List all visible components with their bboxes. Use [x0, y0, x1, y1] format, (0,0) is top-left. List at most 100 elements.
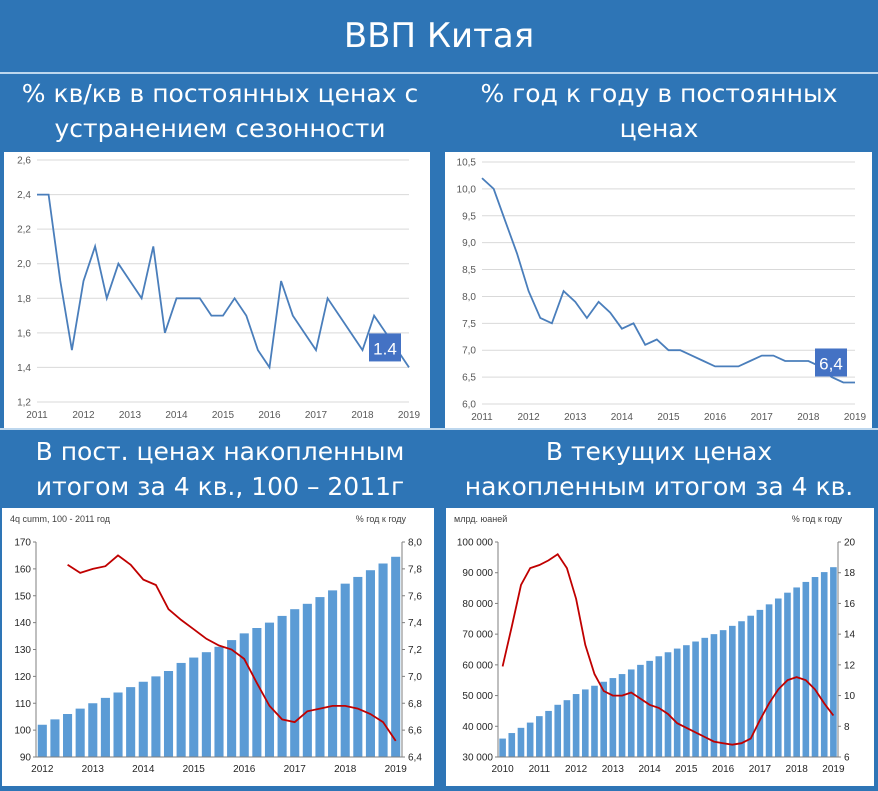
- panel-1-heading-line: % кв/кв в постоянных ценах с: [21, 79, 419, 108]
- x-tick-label: 2017: [751, 412, 774, 423]
- bar: [176, 662, 186, 757]
- data-point: [81, 279, 86, 284]
- y-tick-label: 2,2: [17, 225, 31, 236]
- data-point: [794, 358, 799, 363]
- bar: [75, 708, 85, 757]
- y-tick-label: 6,0: [462, 400, 476, 411]
- chart-panel-4: млрд. юаней % год к году 30 000 40 000 50 00…: [446, 508, 874, 786]
- data-point: [611, 694, 615, 698]
- middle-divider: [0, 428, 878, 430]
- data-point: [325, 296, 330, 301]
- y-tick-label: 100: [14, 726, 31, 737]
- data-point: [242, 657, 246, 661]
- bar: [126, 687, 136, 757]
- data-point: [547, 558, 551, 562]
- bar: [290, 609, 300, 757]
- bar: [545, 710, 552, 757]
- y-tick-label: 2,4: [17, 190, 31, 201]
- panel-2-heading-line: ценах: [619, 114, 699, 143]
- bar: [747, 615, 755, 757]
- panel-1-heading: % кв/кв в постоянных ценах с устранением…: [0, 76, 440, 146]
- y-tick-label: 160: [14, 564, 31, 575]
- bar: [784, 592, 791, 757]
- bar: [572, 694, 580, 757]
- data-point: [608, 310, 613, 315]
- chart-4-svg: млрд. юаней % год к году 30 000 40 000 50 00…: [454, 514, 856, 775]
- bar: [600, 681, 607, 757]
- x-tick-label: 2017: [305, 410, 328, 421]
- y2-tick-label: 10: [844, 691, 856, 702]
- data-point: [631, 321, 636, 326]
- data-point: [151, 244, 156, 249]
- x-tick-label: 2018: [334, 764, 357, 775]
- bar: [627, 669, 635, 757]
- data-point: [804, 678, 808, 682]
- x-tick-label: 2019: [398, 410, 421, 421]
- page-title: ВВП Китая: [343, 16, 535, 56]
- bar: [793, 587, 800, 757]
- data-point: [771, 353, 776, 358]
- data-point: [657, 706, 661, 710]
- data-point: [179, 618, 183, 622]
- y-tick-label: 110: [15, 699, 31, 710]
- data-point: [556, 552, 560, 556]
- y-tick-label: 10,0: [457, 184, 477, 195]
- data-point: [758, 718, 762, 722]
- data-point: [648, 703, 652, 707]
- last-value-label: 1.4: [373, 339, 397, 358]
- last-value-box: [369, 333, 401, 362]
- data-point: [217, 643, 221, 647]
- last-value-label: 6,4: [819, 354, 843, 373]
- y-tick-label: 7,5: [462, 319, 476, 330]
- bar: [100, 697, 110, 757]
- panel-4-heading: В текущих ценах накопленным итогом за 4 …: [440, 434, 878, 504]
- bar: [664, 652, 672, 757]
- bar: [508, 733, 516, 757]
- data-point: [69, 348, 74, 353]
- right-axis-title: % год к году: [356, 514, 407, 524]
- data-point: [197, 296, 202, 301]
- y-tick-label: 30 000: [462, 753, 493, 764]
- bar: [88, 703, 98, 757]
- y2-tick-label: 6,4: [408, 753, 422, 764]
- bar: [163, 671, 174, 757]
- data-point: [584, 315, 589, 320]
- bar: [811, 577, 819, 757]
- data-point: [480, 176, 485, 181]
- y-tick-label: 1,6: [17, 328, 31, 339]
- x-tick-label: 2011: [529, 764, 551, 775]
- data-point: [372, 313, 377, 318]
- data-point: [174, 296, 179, 301]
- y-tick-label: 60 000: [462, 660, 493, 671]
- x-tick-label: 2019: [844, 412, 867, 423]
- y-tick-label: 1,2: [17, 398, 31, 409]
- data-point: [583, 643, 587, 647]
- series-line-growth: [501, 553, 835, 746]
- data-point: [267, 704, 271, 708]
- data-point: [749, 737, 753, 741]
- data-point: [561, 289, 566, 294]
- x-tick-label: 2013: [119, 410, 142, 421]
- bar: [683, 645, 690, 757]
- data-point: [331, 704, 335, 708]
- bar: [581, 689, 589, 757]
- data-point: [596, 299, 601, 304]
- data-point: [806, 358, 811, 363]
- bar: [302, 603, 312, 757]
- x-tick-label: 2013: [82, 764, 105, 775]
- data-point: [255, 681, 259, 685]
- data-point: [35, 192, 40, 197]
- x-tick-label: 2018: [786, 764, 809, 775]
- data-point: [519, 583, 523, 587]
- data-point: [675, 721, 679, 725]
- data-point: [128, 279, 133, 284]
- series-line: [37, 193, 410, 370]
- y2-tick-label: 18: [844, 568, 856, 579]
- y-tick-label: 2,0: [17, 259, 31, 270]
- data-point: [343, 704, 347, 708]
- x-tick-label: 2012: [31, 764, 54, 775]
- data-point: [491, 186, 496, 191]
- y-tick-label: 90: [20, 753, 32, 764]
- data-point: [141, 578, 145, 582]
- right-axis-title: % год к году: [792, 514, 843, 524]
